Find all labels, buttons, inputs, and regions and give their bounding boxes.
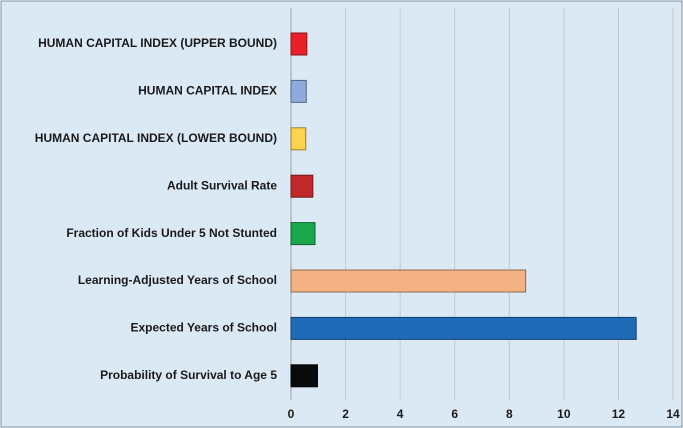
x-tick-label: 12 <box>612 407 626 421</box>
bar <box>290 269 527 293</box>
y-tick-label: HUMAN CAPITAL INDEX (UPPER BOUND) <box>38 36 277 50</box>
y-tick-label: Fraction of Kids Under 5 Not Stunted <box>66 226 277 240</box>
bar <box>290 316 637 340</box>
y-tick-label: HUMAN CAPITAL INDEX <box>138 84 277 98</box>
bar <box>290 174 314 198</box>
x-tick-label: 10 <box>557 407 571 421</box>
bar <box>290 127 307 151</box>
bar <box>290 364 318 388</box>
y-tick-label: Probability of Survival to Age 5 <box>100 368 277 382</box>
bar <box>290 32 308 56</box>
x-tick-label: 14 <box>666 407 680 421</box>
x-tick-label: 8 <box>506 407 513 421</box>
y-tick-label: Expected Years of School <box>130 321 277 335</box>
y-tick-label: Learning-Adjusted Years of School <box>78 273 277 287</box>
bar <box>290 222 316 246</box>
y-tick-label: Adult Survival Rate <box>167 178 277 192</box>
x-tick-label: 2 <box>342 407 349 421</box>
x-tick-label: 6 <box>451 407 458 421</box>
x-tick-label: 0 <box>288 407 295 421</box>
x-tick-label: 4 <box>397 407 404 421</box>
bar <box>290 79 307 103</box>
y-tick-label: HUMAN CAPITAL INDEX (LOWER BOUND) <box>35 131 277 145</box>
